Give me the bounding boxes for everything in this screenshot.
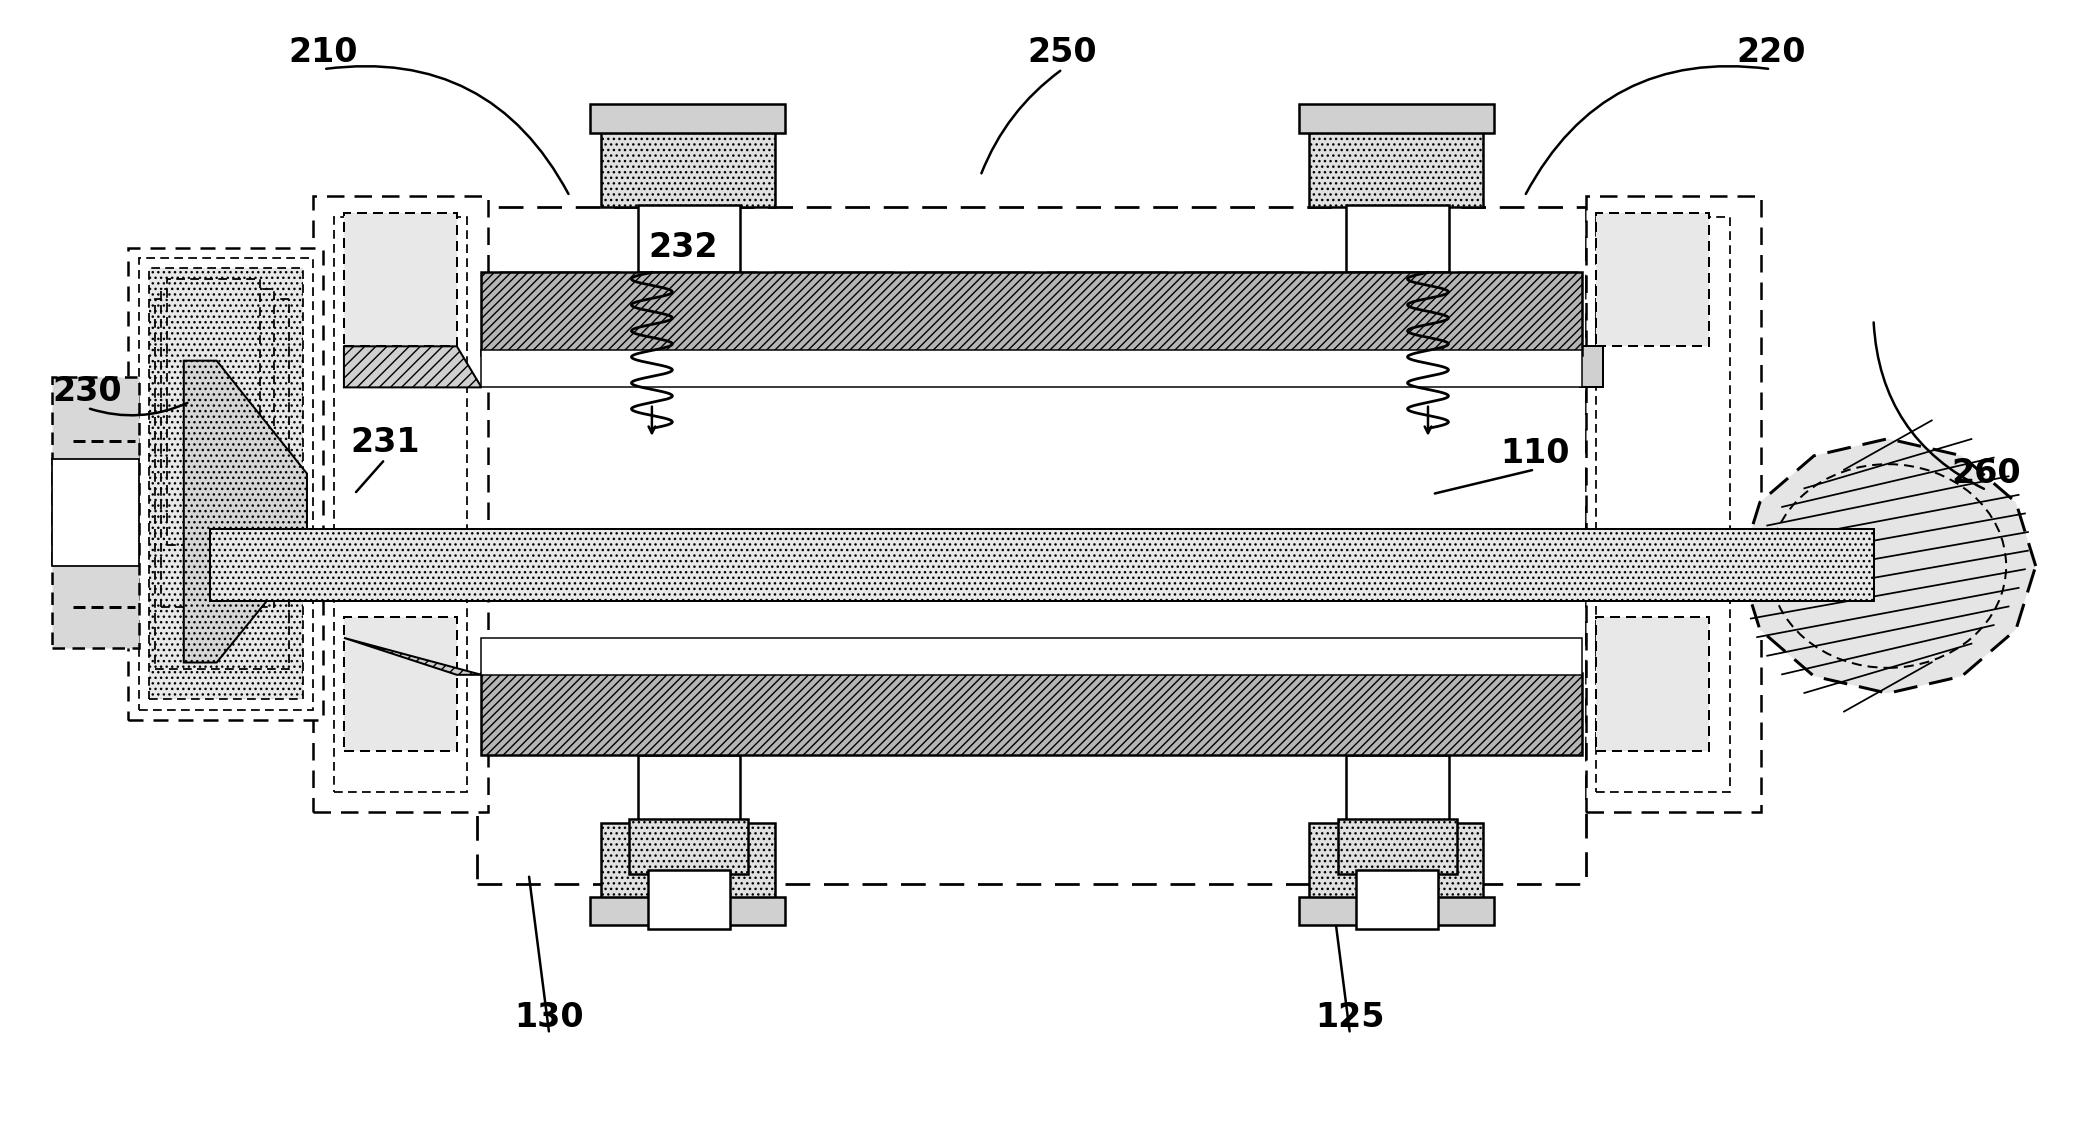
Polygon shape — [1046, 683, 1167, 755]
Bar — [1596, 213, 1709, 346]
Text: 260: 260 — [1951, 457, 2021, 490]
Bar — [1346, 205, 1448, 273]
Polygon shape — [500, 683, 621, 755]
Bar — [638, 755, 740, 823]
Polygon shape — [1184, 683, 1305, 755]
Polygon shape — [773, 273, 894, 346]
Text: 231: 231 — [350, 427, 419, 460]
Text: 210: 210 — [290, 36, 358, 69]
Bar — [210, 529, 1874, 601]
Text: 232: 232 — [648, 231, 717, 264]
Bar — [344, 549, 456, 586]
Polygon shape — [911, 273, 1032, 346]
Bar — [481, 672, 1582, 755]
Bar — [600, 129, 775, 207]
Bar — [129, 248, 323, 720]
Polygon shape — [1321, 683, 1440, 755]
Bar — [344, 213, 456, 346]
Bar — [1298, 104, 1494, 132]
Bar — [1357, 869, 1438, 929]
Polygon shape — [183, 361, 306, 662]
Polygon shape — [1457, 683, 1578, 755]
Polygon shape — [911, 683, 1032, 755]
Polygon shape — [638, 273, 756, 346]
Text: 220: 220 — [1736, 36, 1805, 69]
Bar — [600, 823, 775, 901]
Bar — [160, 289, 275, 607]
Bar — [52, 460, 140, 566]
Bar — [1346, 755, 1448, 823]
Polygon shape — [1046, 273, 1167, 346]
Polygon shape — [344, 637, 481, 675]
Bar — [648, 869, 729, 929]
Polygon shape — [638, 683, 756, 755]
Bar — [154, 299, 288, 669]
Bar — [1338, 818, 1457, 874]
Bar — [629, 818, 748, 874]
Bar — [638, 205, 740, 273]
Bar — [148, 268, 302, 700]
Bar — [477, 207, 1586, 884]
Bar — [1596, 617, 1709, 751]
Bar — [1309, 823, 1484, 901]
Bar — [140, 258, 313, 710]
Polygon shape — [1740, 439, 2036, 693]
Text: 110: 110 — [1500, 437, 1569, 470]
Bar — [313, 197, 488, 813]
Bar — [1586, 197, 1761, 813]
Bar — [344, 617, 456, 751]
Polygon shape — [344, 346, 481, 387]
Bar — [167, 278, 260, 546]
Bar — [333, 217, 467, 792]
Polygon shape — [1580, 346, 1603, 387]
Bar — [1586, 529, 1740, 601]
Bar — [590, 897, 786, 925]
Polygon shape — [1184, 273, 1305, 346]
Bar — [1298, 897, 1494, 925]
Text: 125: 125 — [1315, 1001, 1384, 1035]
Bar — [1596, 217, 1730, 792]
Polygon shape — [500, 273, 621, 346]
Bar — [481, 273, 1582, 354]
Bar — [481, 351, 1582, 387]
Text: 230: 230 — [52, 375, 123, 408]
Bar — [481, 637, 1582, 675]
Text: 130: 130 — [515, 1001, 584, 1035]
Polygon shape — [773, 683, 894, 755]
Text: 250: 250 — [1027, 36, 1098, 69]
Bar — [590, 104, 786, 132]
Bar — [1309, 129, 1484, 207]
Polygon shape — [1321, 273, 1440, 346]
Bar — [52, 377, 140, 649]
Polygon shape — [1457, 273, 1578, 346]
